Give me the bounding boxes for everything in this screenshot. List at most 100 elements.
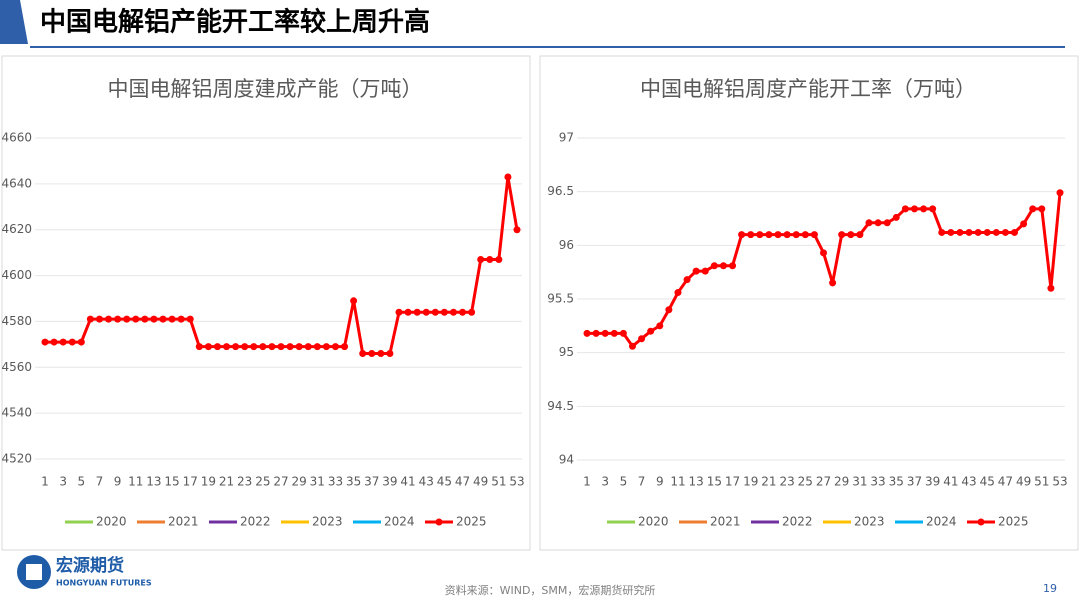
- data-point: [286, 343, 294, 351]
- x-tick-label: 23: [237, 475, 252, 489]
- x-tick-label: 13: [146, 475, 161, 489]
- logo: 宏源期货 HONGYUAN FUTURES: [17, 555, 152, 589]
- data-point: [159, 315, 167, 323]
- data-point: [783, 231, 791, 239]
- data-point: [486, 256, 494, 264]
- x-tick-label: 3: [59, 475, 67, 489]
- data-point: [929, 205, 937, 213]
- data-point: [920, 205, 928, 213]
- data-point: [865, 219, 873, 227]
- data-point: [947, 228, 955, 236]
- data-point: [250, 343, 258, 351]
- data-point: [422, 308, 430, 316]
- legend-marker: [977, 518, 985, 526]
- x-tick-label: 51: [1034, 475, 1049, 489]
- data-point: [874, 219, 882, 227]
- data-point: [992, 228, 1000, 236]
- x-tick-label: 17: [183, 475, 198, 489]
- y-tick-label: 4580: [1, 314, 32, 328]
- data-point: [792, 231, 800, 239]
- data-point: [738, 231, 746, 239]
- y-tick-label: 4640: [1, 176, 32, 190]
- data-point: [105, 315, 113, 323]
- data-point: [1056, 189, 1064, 197]
- x-tick-label: 29: [834, 475, 849, 489]
- data-point: [431, 308, 439, 316]
- x-tick-label: 53: [1052, 475, 1067, 489]
- header-shape: [0, 0, 28, 44]
- data-point: [638, 335, 646, 343]
- x-tick-label: 35: [889, 475, 904, 489]
- data-point: [132, 315, 140, 323]
- x-tick-label: 1: [41, 475, 49, 489]
- x-tick-label: 29: [292, 475, 307, 489]
- data-point: [295, 343, 303, 351]
- x-tick-label: 3: [601, 475, 609, 489]
- data-point: [601, 329, 609, 337]
- data-point: [477, 256, 485, 264]
- x-tick-label: 49: [473, 475, 488, 489]
- data-point: [313, 343, 321, 351]
- data-point: [195, 343, 203, 351]
- data-point: [1029, 205, 1037, 213]
- data-point: [213, 343, 221, 351]
- data-point: [495, 256, 503, 264]
- x-tick-label: 23: [779, 475, 794, 489]
- x-tick-label: 51: [491, 475, 506, 489]
- data-point: [1001, 228, 1009, 236]
- x-tick-label: 11: [128, 475, 143, 489]
- data-point: [938, 228, 946, 236]
- x-tick-label: 9: [114, 475, 122, 489]
- data-point: [359, 350, 367, 358]
- data-point: [268, 343, 276, 351]
- data-point: [965, 228, 973, 236]
- x-tick-label: 39: [382, 475, 397, 489]
- x-tick-label: 33: [870, 475, 885, 489]
- data-point: [665, 306, 673, 314]
- legend-label: 2020: [96, 515, 127, 529]
- y-tick-label: 4540: [1, 406, 32, 420]
- x-tick-label: 41: [943, 475, 958, 489]
- data-point: [974, 228, 982, 236]
- x-tick-label: 35: [346, 475, 361, 489]
- x-tick-label: 33: [328, 475, 343, 489]
- data-point: [177, 315, 185, 323]
- y-tick-label: 4660: [1, 131, 32, 145]
- data-point: [820, 249, 827, 257]
- x-tick-label: 47: [998, 475, 1013, 489]
- legend-label: 2021: [168, 515, 199, 529]
- y-tick-label: 95.5: [547, 292, 574, 306]
- data-point: [1011, 228, 1019, 236]
- x-tick-label: 15: [707, 475, 722, 489]
- data-point: [810, 231, 818, 239]
- y-tick-label: 95: [559, 345, 574, 359]
- y-tick-label: 96: [559, 238, 574, 252]
- x-tick-label: 19: [201, 475, 216, 489]
- data-point: [1038, 205, 1046, 213]
- x-tick-label: 1: [583, 475, 591, 489]
- data-point: [341, 343, 349, 351]
- y-tick-label: 96.5: [547, 184, 574, 198]
- logo-text: 宏源期货: [56, 555, 124, 576]
- data-point: [241, 343, 249, 351]
- y-tick-label: 4560: [1, 360, 32, 374]
- data-point: [847, 231, 855, 239]
- y-tick-label: 4620: [1, 222, 32, 236]
- x-tick-label: 37: [907, 475, 922, 489]
- data-point: [838, 231, 846, 239]
- data-point: [1020, 220, 1028, 228]
- x-tick-label: 47: [455, 475, 470, 489]
- x-tick-label: 7: [638, 475, 646, 489]
- data-point: [141, 315, 149, 323]
- x-tick-label: 7: [96, 475, 104, 489]
- data-point: [386, 350, 394, 358]
- legend-label: 2024: [926, 515, 957, 529]
- page-number: 19: [1043, 582, 1057, 595]
- data-point: [59, 338, 67, 346]
- chart-panel: [1, 55, 531, 551]
- chart-title: 中国电解铝周度产能开工率（万吨）: [640, 77, 976, 101]
- legend-label: 2022: [782, 515, 813, 529]
- data-point: [710, 262, 718, 270]
- x-tick-label: 19: [743, 475, 758, 489]
- data-point: [223, 343, 231, 351]
